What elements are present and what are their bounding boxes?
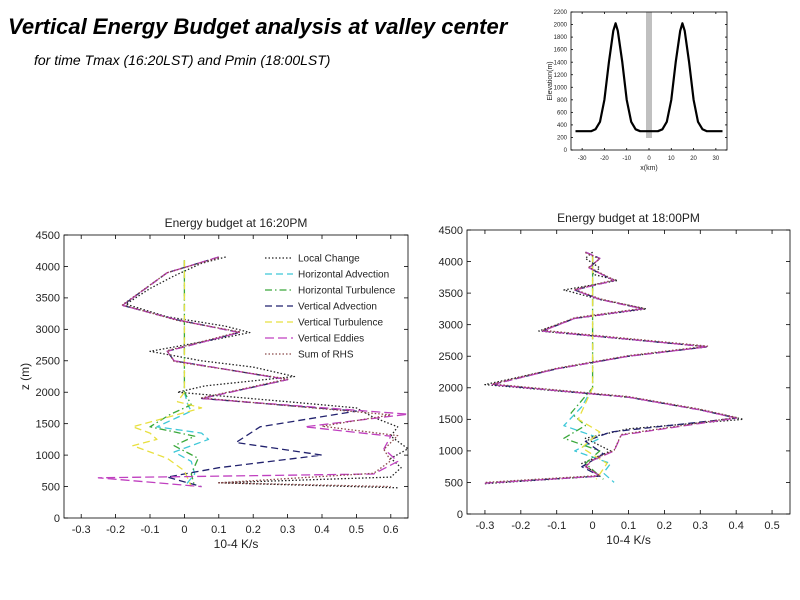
inset-ytick-label: 0 <box>564 148 568 154</box>
budget_1800-chart: -0.3 -0.2 -0.1 0 0.1 0.2 0.3 0.4 0.5 0 500 1000 1500… <box>439 211 791 547</box>
budget_1620-ytick-label: 0 <box>54 513 60 525</box>
budget_1800-ytick-label: 3000 <box>439 320 463 332</box>
inset-ytick-label: 1600 <box>554 48 568 54</box>
inset-ytick-label: 600 <box>557 110 568 116</box>
inset-ylabel: Elevation(m) <box>547 61 554 100</box>
budget_1800-xtick-label: 0.3 <box>693 520 708 532</box>
budget_1620-frame <box>63 234 409 519</box>
budget_1620-xtick-label: 0.3 <box>280 524 295 536</box>
inset-xtick-label: 0 <box>647 156 651 162</box>
inset-xtick-label: -10 <box>622 156 631 162</box>
budget_1800-ytick-label: 2000 <box>439 383 463 395</box>
budget_1800-xtick-label: 0.5 <box>764 520 779 532</box>
budget_1800-xlabel: 10-4 K/s <box>606 533 651 547</box>
budget_1620-series-group <box>97 256 408 489</box>
budget_1620-series-local-change <box>125 256 408 489</box>
budget_1620-xtick-label: 0.1 <box>211 524 226 536</box>
inset-ytick-label: 2000 <box>554 23 568 29</box>
inset-ytick-label: 200 <box>557 136 568 142</box>
inset-ytick-label: 2200 <box>554 10 568 16</box>
budget_1620-chart: -0.3 -0.2 -0.1 0 0.1 0.2 0.3 0.4 0.5 0.6 0 500 1000 1… <box>18 216 409 551</box>
budget_1620-legend-label: Local Change <box>298 254 360 265</box>
budget_1800-series-vertical-advection <box>484 251 737 484</box>
budget_1620-xtick-label: -0.1 <box>141 524 160 536</box>
budget_1620-legend-label: Sum of RHS <box>298 350 354 361</box>
budget_1620-series-sum-rhs <box>121 256 399 488</box>
budget_1800-series-group <box>484 251 744 485</box>
budget_1620-xtick-label: 0 <box>181 524 187 536</box>
budget_1620-legend-label: Horizontal Turbulence <box>298 286 396 297</box>
inset-xtick-label: -20 <box>600 156 609 162</box>
budget_1620-xtick-label: 0.4 <box>314 524 329 536</box>
budget_1800-series-sum-rhs <box>484 252 737 484</box>
budget_1620-ytick-label: 2500 <box>36 356 60 368</box>
budget_1800-series-vertical-turbulence <box>577 255 608 480</box>
inset-ytick-label: 400 <box>557 123 568 129</box>
budget_1620-ytick-label: 4000 <box>36 261 60 273</box>
budget_1620-xtick-label: 0.5 <box>349 524 364 536</box>
inset-marker-bar <box>646 12 652 138</box>
budget_1620-ytick-label: 1000 <box>36 450 60 462</box>
budget_1620-ytick-label: 3500 <box>36 293 60 305</box>
budget_1800-ytick-label: 4000 <box>439 256 463 268</box>
budget_1620-xlabel: 10-4 K/s <box>214 537 259 551</box>
inset-series-terrain <box>575 22 723 133</box>
budget_1800-ytick-label: 500 <box>445 477 463 489</box>
inset-xlabel: x(km) <box>640 165 658 172</box>
inset-ytick-label: 800 <box>557 98 568 104</box>
budget_1620-series-horizontal-advection <box>156 260 210 488</box>
budget_1800-ytick-label: 1000 <box>439 446 463 458</box>
budget_1620-title: Energy budget at 16:20PM <box>165 216 308 230</box>
budget_1800-xtick-label: 0.2 <box>657 520 672 532</box>
budget_1800-title: Energy budget at 18:00PM <box>557 211 700 225</box>
budget_1800-xtick-label: 0.4 <box>729 520 744 532</box>
budget_1800-xtick-label: -0.1 <box>547 520 566 532</box>
budget_1620-ytick-label: 2000 <box>36 387 60 399</box>
budget_1620-ytick-label: 3000 <box>36 324 60 336</box>
budget_1620-series-vertical-turbulence <box>132 260 203 487</box>
budget_1620-ytick-label: 500 <box>42 481 60 493</box>
budget_1620-xtick-label: 0.6 <box>383 524 398 536</box>
budget_1620-xtick-label: -0.3 <box>72 524 91 536</box>
budget_1620-series-vertical-eddies <box>97 256 408 488</box>
budget_1800-series-vertical-eddies <box>484 251 737 484</box>
budget_1620-legend-label: Vertical Advection <box>298 302 377 313</box>
inset-xtick-label: 10 <box>668 156 675 162</box>
inset-ytick-label: 1400 <box>554 60 568 66</box>
inset-ytick-label: 1800 <box>554 35 568 41</box>
page-title: Vertical Energy Budget analysis at valle… <box>8 14 508 39</box>
inset-chart: -30 -20 -10 0 10 20 30 0 200 400 600 800 1000 1200 140… <box>547 10 728 172</box>
budget_1620-xtick-label: -0.2 <box>106 524 125 536</box>
budget_1800-ytick-label: 3500 <box>439 288 463 300</box>
budget_1620-ytick-label: 1500 <box>36 419 60 431</box>
budget_1800-frame <box>466 229 791 515</box>
budget_1800-ytick-label: 1500 <box>439 414 463 426</box>
budget_1800-ytick-label: 2500 <box>439 351 463 363</box>
budget_1620-legend-label: Horizontal Advection <box>298 270 389 281</box>
inset-ytick-label: 1000 <box>554 85 568 91</box>
inset-frame <box>570 11 728 151</box>
budget_1800-xtick-label: -0.3 <box>475 520 494 532</box>
budget_1800-xtick-label: 0.1 <box>621 520 636 532</box>
budget_1800-ytick-label: 4500 <box>439 225 463 237</box>
inset-series-group <box>575 22 723 133</box>
budget_1620-legend-label: Vertical Turbulence <box>298 318 383 329</box>
inset-ytick-label: 1200 <box>554 73 568 79</box>
inset-xtick-label: 30 <box>713 156 720 162</box>
budget_1620-ytick-label: 4500 <box>36 230 60 242</box>
page-subtitle: for time Tmax (16:20LST) and Pmin (18:00… <box>34 52 331 68</box>
budget_1800-ytick-label: 0 <box>457 509 463 521</box>
budget_1620-xtick-label: 0.2 <box>246 524 261 536</box>
budget_1800-xtick-label: 0 <box>590 520 596 532</box>
budget_1620-legend-label: Vertical Eddies <box>298 334 364 345</box>
inset-xtick-label: -30 <box>578 156 587 162</box>
budget_1620-ylabel: z (m) <box>18 363 32 390</box>
inset-xtick-label: 20 <box>690 156 697 162</box>
budget_1800-xtick-label: -0.2 <box>511 520 530 532</box>
